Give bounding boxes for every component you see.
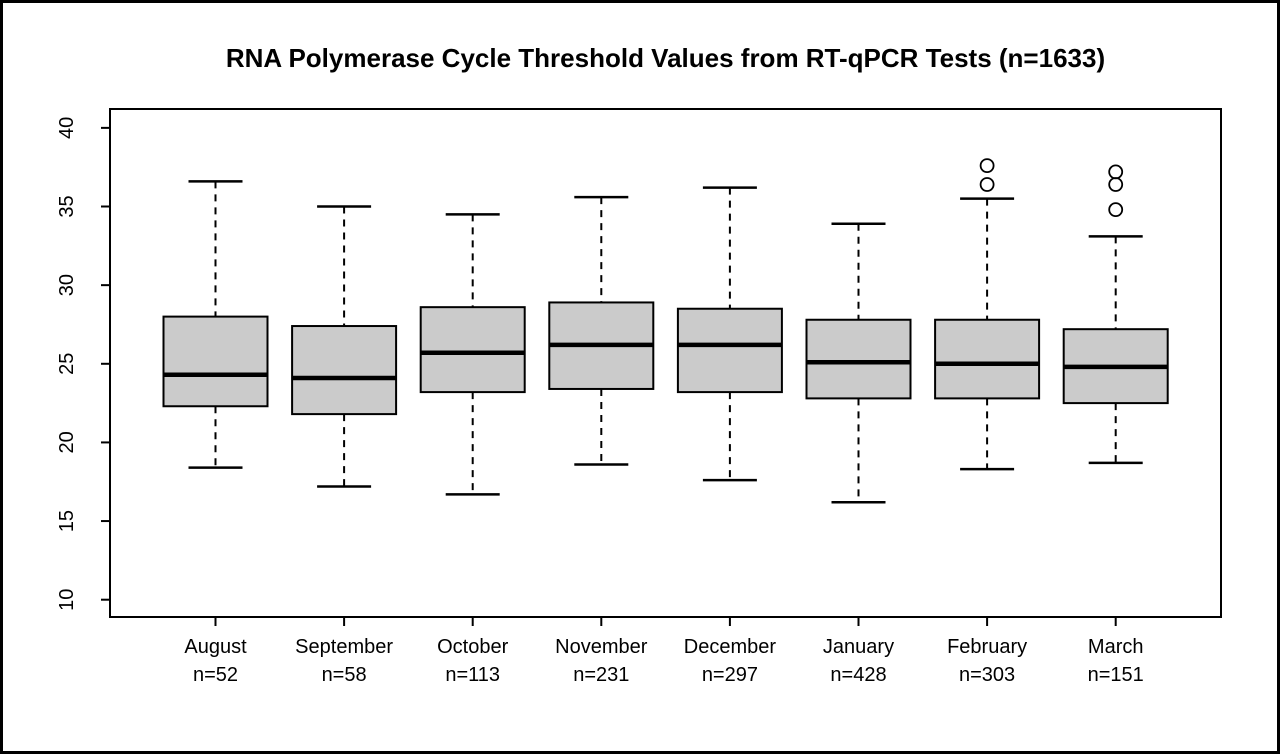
x-count-label: n=428	[830, 664, 886, 686]
x-month-label: March	[1088, 636, 1144, 658]
boxplot-february: February n=303	[934, 158, 1041, 686]
x-count-label: n=231	[573, 664, 629, 686]
boxplot-november: November n=231	[548, 195, 655, 686]
plot-frame	[109, 108, 1222, 618]
x-count-label: n=113	[445, 664, 500, 686]
boxplot-march: March n=151	[1062, 164, 1169, 686]
iqr-box	[934, 318, 1041, 400]
x-count-label: n=151	[1088, 664, 1144, 686]
y-tick-label: 15	[56, 510, 78, 532]
outlier-point	[979, 177, 995, 192]
outlier-point	[1108, 202, 1124, 218]
chart-title: RNA Polymerase Cycle Threshold Values fr…	[225, 43, 1106, 73]
x-count-label: n=58	[322, 664, 367, 686]
boxplot-january: January n=428	[805, 222, 912, 686]
boxplot-august: August n=52	[162, 180, 269, 686]
x-month-label: August	[184, 636, 247, 658]
boxplot-september: September n=58	[291, 205, 398, 686]
x-month-label: December	[684, 636, 777, 658]
x-month-label: February	[947, 636, 1027, 658]
boxplot-december: December n=297	[676, 186, 783, 686]
iqr-box	[676, 307, 783, 394]
outlier-point	[979, 158, 995, 174]
outlier-point	[1108, 164, 1124, 180]
x-month-label: November	[555, 636, 648, 658]
boxplot-canvas: 10 15 20 25 30 35 40 August n=52 September n=58 Oct…	[56, 108, 1222, 686]
x-count-label: n=303	[959, 664, 1015, 686]
outlier-point	[1108, 177, 1124, 192]
x-count-label: n=52	[193, 664, 238, 686]
x-month-label: October	[437, 636, 508, 658]
y-tick-label: 30	[56, 274, 78, 296]
x-month-label: January	[823, 636, 894, 658]
y-tick-label: 35	[56, 195, 78, 217]
iqr-box	[805, 318, 912, 400]
y-tick-label: 40	[56, 117, 78, 139]
y-tick-label: 20	[56, 431, 78, 453]
iqr-box	[291, 325, 398, 416]
y-tick-label: 10	[56, 589, 78, 611]
iqr-box	[419, 306, 526, 394]
x-count-label: n=297	[702, 664, 758, 686]
iqr-box	[162, 315, 269, 408]
y-tick-label: 25	[56, 353, 78, 375]
x-month-label: September	[295, 636, 393, 658]
boxplot-october: October n=113	[419, 213, 526, 686]
